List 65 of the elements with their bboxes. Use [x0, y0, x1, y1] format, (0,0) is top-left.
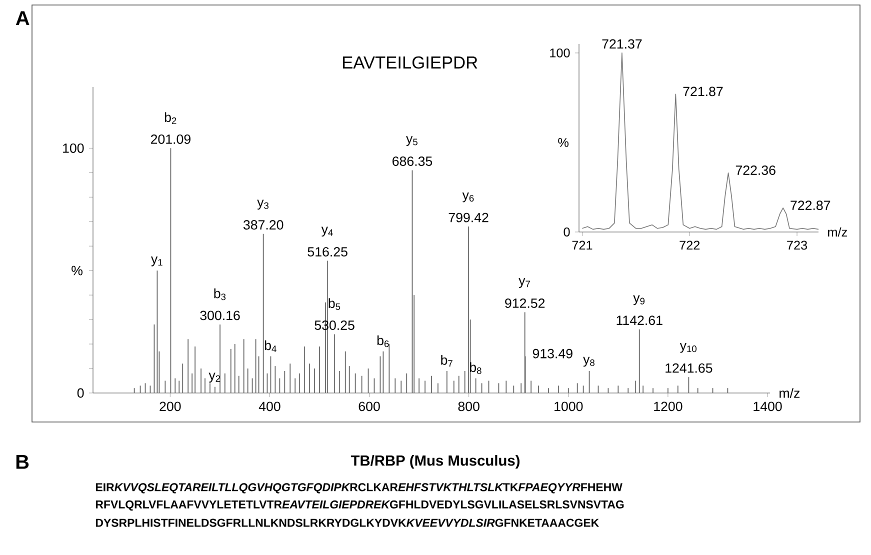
text: A [16, 11, 30, 26]
text: KVEEVVYDLSIR [406, 518, 495, 527]
annotation: b$_{4}$ [264, 340, 276, 352]
x-tick-label: 800 [458, 402, 480, 412]
annotation: y$_{3}$ [257, 200, 269, 210]
annotation: 201.09 [150, 134, 190, 144]
text: EIR [96, 483, 114, 492]
annotation: y$_{4}$ [321, 226, 333, 237]
annotation: 721.37 [602, 39, 642, 49]
x-tick-label: 722 [680, 240, 700, 250]
annotation: 516.25 [308, 247, 348, 257]
annotation: b$_{5}$ [328, 298, 340, 310]
annotation: 686.35 [392, 156, 432, 166]
annotation: y$_{7}$ [518, 278, 530, 288]
x-tick-label: 200 [160, 402, 181, 412]
text: GFHLDVEDYLSGVLILASELSRLSVNSVTAG [390, 500, 624, 509]
text: TK [503, 483, 518, 492]
annotation: y$_{5}$ [406, 136, 418, 146]
text: KVVQSLEQTAREILTLLQGVHQGTGFQDIPK [114, 483, 350, 494]
annotation: 721.87 [683, 86, 723, 96]
text: EAVTEILGIEPDREK [282, 500, 390, 509]
text: GFNKETAAACGEK [495, 518, 600, 527]
annotation: 913.49 [532, 348, 572, 358]
annotation: 387.20 [243, 220, 284, 230]
text: FHEHW [581, 483, 622, 492]
annotation: y$_{6}$ [462, 192, 474, 202]
annotation: 799.42 [448, 212, 488, 222]
annotation: y$_{2}$ [208, 372, 220, 383]
annotation: 722.36 [736, 166, 776, 175]
text: RFVLQRLVFLAAFVVYLETETLVTR [96, 500, 282, 511]
text: DYSRPLHISTFINELDSGFRLLNLKNDSLRKRYDGLKYDVK [96, 518, 406, 527]
x-tick-label: 1200 [654, 402, 682, 412]
x-axis-title: m/z [780, 388, 800, 398]
annotation: b$_{2}$ [164, 112, 176, 124]
annotation: 300.16 [200, 310, 240, 320]
annotation: b$_{7}$ [441, 355, 452, 367]
y-axis-title: % [72, 266, 82, 276]
y-axis-title: % [558, 138, 569, 147]
annotation: b$_{3}$ [214, 288, 226, 300]
x-axis-title: m/z [828, 227, 847, 237]
annotation: 1142.61 [616, 316, 662, 326]
text: EAVTEILGIEPDR [343, 56, 478, 69]
annotation: y$_{1}$ [151, 256, 162, 266]
x-tick-label: 1000 [554, 402, 583, 412]
text: B [16, 454, 29, 469]
annotation: 722.87 [790, 200, 830, 210]
x-tick-label: 600 [358, 402, 380, 412]
x-tick-label: 721 [572, 240, 592, 250]
annotation: y$_{9}$ [633, 295, 645, 306]
x-tick-label: 1400 [754, 402, 782, 412]
y-tick-label: 100 [550, 48, 570, 58]
annotation: b$_{6}$ [377, 335, 389, 348]
annotation: y$_{10}$ [680, 342, 697, 353]
text: RCLKAR [350, 483, 398, 492]
text: EHFSTVKTHLTSLK [398, 483, 504, 492]
x-tick-label: 723 [787, 240, 808, 250]
y-tick-label: 100 [63, 143, 84, 153]
annotation: 912.52 [505, 298, 545, 308]
annotation: 1241.65 [666, 363, 712, 373]
x-tick-label: 400 [258, 402, 280, 412]
text: FPAEQYYR [518, 483, 580, 494]
y-tick-label: 0 [564, 228, 570, 236]
annotation: y$_{8}$ [583, 356, 594, 367]
text: TB/RBP (Mus Musculus) [350, 455, 520, 469]
y-tick-label: 0 [77, 388, 84, 398]
